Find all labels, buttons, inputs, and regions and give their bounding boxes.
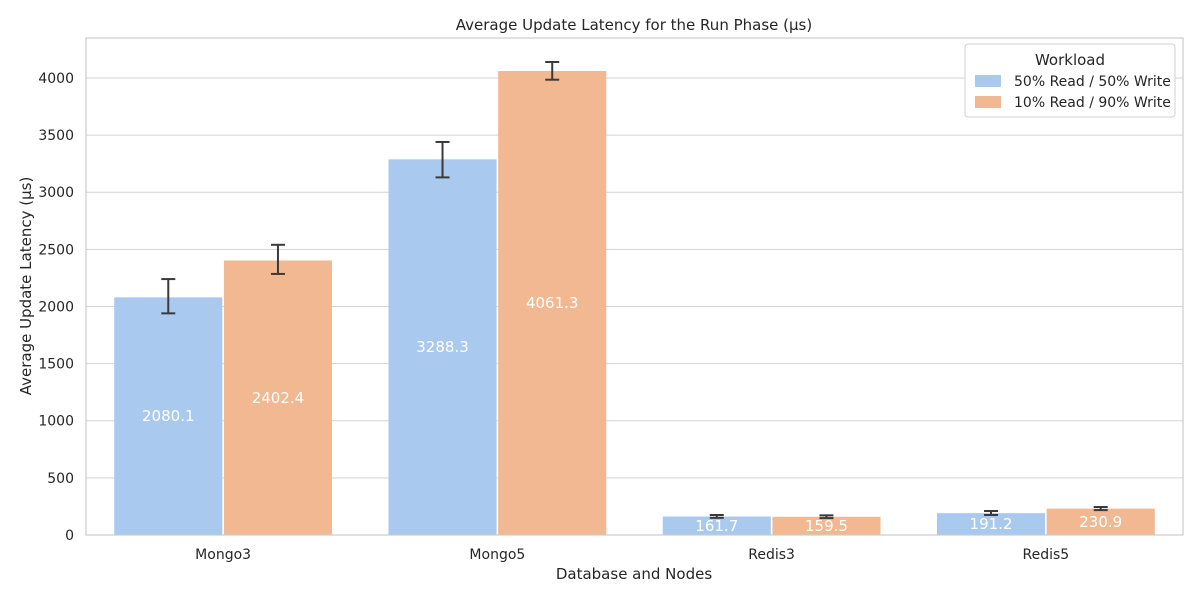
x-tick-label: Redis5 xyxy=(1023,547,1070,563)
bar-data-label: 3288.3 xyxy=(416,338,469,356)
y-tick-label: 4000 xyxy=(38,71,74,87)
bar-data-label: 230.9 xyxy=(1079,513,1122,531)
legend-label: 50% Read / 50% Write xyxy=(1014,74,1171,90)
y-tick-label: 500 xyxy=(47,471,74,487)
y-tick-label: 3000 xyxy=(38,185,74,201)
x-tick-label: Mongo5 xyxy=(469,547,525,563)
bar xyxy=(1046,508,1155,535)
bar-data-label: 2402.4 xyxy=(252,389,305,407)
bar xyxy=(662,516,771,535)
bars-layer xyxy=(114,70,1155,535)
bar xyxy=(114,297,223,535)
bar-data-label: 161.7 xyxy=(695,517,738,535)
y-tick-label: 1000 xyxy=(38,414,74,430)
x-axis-label: Database and Nodes xyxy=(556,565,712,583)
legend-label: 10% Read / 90% Write xyxy=(1014,95,1171,111)
chart-title: Average Update Latency for the Run Phase… xyxy=(456,16,812,34)
y-tick-label: 2000 xyxy=(38,299,74,315)
y-axis-label: Average Update Latency (μs) xyxy=(17,177,35,396)
legend-frame xyxy=(964,43,1176,118)
x-tick-label: Mongo3 xyxy=(195,547,251,563)
y-tick-label: 0 xyxy=(65,528,74,544)
bar-data-label: 159.5 xyxy=(805,517,848,535)
legend-swatch xyxy=(975,96,1001,108)
bar xyxy=(388,159,497,535)
legend-title: Workload xyxy=(1035,51,1105,69)
y-tick-label: 3500 xyxy=(38,128,74,144)
bar-data-label: 191.2 xyxy=(970,515,1013,533)
bar xyxy=(223,260,333,535)
y-tick-label: 1500 xyxy=(38,357,74,373)
x-tick-label: Redis3 xyxy=(748,547,795,563)
plot-frame xyxy=(85,37,1184,536)
error-bars-layer xyxy=(161,60,1108,520)
axes-layer: 0 500 1000 1500 2000 2500 3000 3500 4000 Mongo3 Mo… xyxy=(38,37,1184,563)
bar xyxy=(772,516,881,535)
y-tick-label: 2500 xyxy=(38,242,74,258)
legend-swatch xyxy=(975,75,1001,87)
bar-data-label: 4061.3 xyxy=(526,294,579,312)
bar-labels-layer: 2080.1 2402.4 3288.3 4061.3 161.7 159.5 191.2 2… xyxy=(142,294,1122,535)
legend: Workload 50% Read / 50% Write 10% Read /… xyxy=(964,43,1176,118)
bar-data-label: 2080.1 xyxy=(142,407,195,425)
bar xyxy=(936,513,1046,535)
bar xyxy=(498,70,607,535)
